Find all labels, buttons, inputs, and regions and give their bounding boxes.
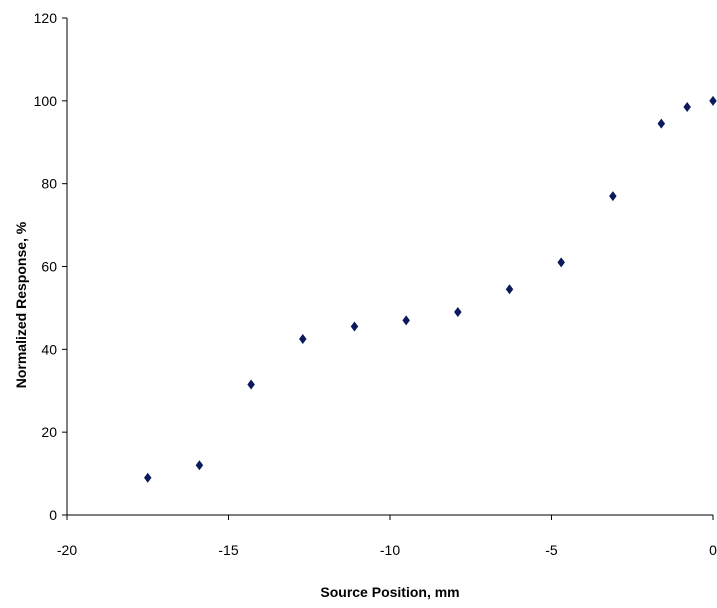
y-tick-label: 100 [34,93,58,109]
data-point-marker [683,102,691,113]
x-tick-label: -10 [380,542,400,558]
axes [66,18,713,516]
data-points [144,95,717,483]
data-point-marker [709,95,717,106]
y-tick-label: 0 [49,507,57,523]
data-point-marker [350,321,359,332]
data-point-marker [454,307,462,318]
x-tick-label: -20 [57,542,77,558]
data-point-marker [299,333,307,344]
x-axis-ticks: -20 -15 -10 -5 0 [57,515,717,558]
y-tick-label: 60 [41,259,57,275]
data-point-marker [402,315,410,326]
y-tick-label: 80 [41,176,57,192]
x-tick-label: -5 [545,542,558,558]
data-point-marker [609,191,617,202]
data-point-marker [195,460,204,471]
data-point-marker [557,257,565,268]
y-tick-label: 120 [34,10,58,26]
x-tick-label: 0 [709,542,717,558]
data-point-marker [247,379,255,390]
data-point-marker [144,472,152,483]
y-axis-title: Normalized Response, % [13,221,29,388]
data-point-marker [657,118,666,129]
data-point-marker [505,284,514,295]
x-tick-label: -15 [218,542,238,558]
y-tick-label: 40 [41,341,57,357]
y-axis-ticks: 0 20 40 60 80 100 120 [34,10,67,523]
y-tick-label: 20 [41,424,57,440]
x-axis-title: Source Position, mm [320,584,459,600]
